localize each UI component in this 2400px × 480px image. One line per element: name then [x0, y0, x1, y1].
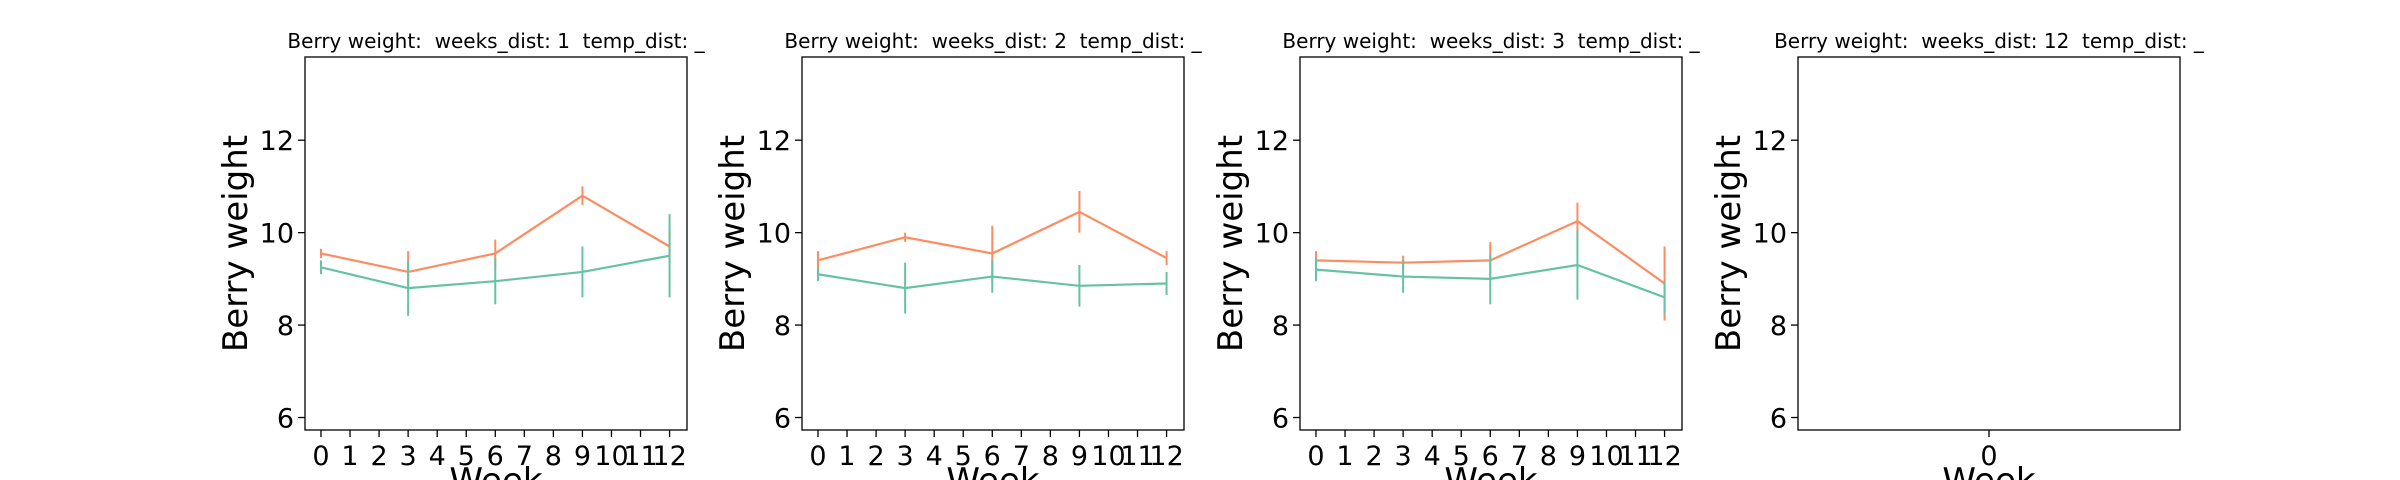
x-tick-label: 1: [1336, 441, 1353, 472]
x-tick-label: 2: [1365, 441, 1382, 472]
x-tick-label: 10: [1589, 441, 1623, 472]
x-tick-label: 11: [1618, 441, 1652, 472]
y-axis-label: Berry weight: [1709, 135, 1749, 352]
x-tick-label: 2: [370, 441, 387, 472]
y-tick-label: 6: [1770, 404, 1787, 435]
x-tick-label: 0: [1307, 441, 1324, 472]
x-tick-label: 5: [955, 441, 972, 472]
plot-frame: [1797, 56, 2181, 431]
x-tick-label: 12: [1149, 441, 1183, 472]
x-tick-label: 11: [623, 441, 657, 472]
subplot-title: Berry weight: weeks_dist: 1 temp_dist: _: [287, 29, 705, 53]
y-axis-label: Berry weight: [216, 135, 256, 352]
y-tick-label: 10: [757, 219, 791, 250]
y-axis-label: Berry weight: [713, 135, 753, 352]
y-tick-label: 12: [1255, 126, 1289, 157]
x-tick-label: 2: [867, 441, 884, 472]
x-tick-label: 7: [516, 441, 533, 472]
x-tick-label: 7: [1511, 441, 1528, 472]
y-tick-label: 12: [260, 126, 294, 157]
x-tick-label: 0: [1980, 441, 1997, 472]
y-tick-label: 10: [1753, 219, 1787, 250]
y-axis-label: Berry weight: [1211, 135, 1251, 352]
y-tick-label: 6: [1272, 404, 1289, 435]
x-tick-label: 3: [897, 441, 914, 472]
x-tick-label: 1: [341, 441, 358, 472]
subplot: Berry weight: weeks_dist: 12 temp_dist: …: [1709, 29, 2205, 480]
x-tick-label: 11: [1120, 441, 1154, 472]
y-tick-label: 6: [277, 404, 294, 435]
y-tick-label: 8: [277, 311, 294, 342]
subplot-title: Berry weight: weeks_dist: 2 temp_dist: _: [784, 29, 1202, 53]
subplot: Berry weight: weeks_dist: 3 temp_dist: _…: [1211, 29, 1701, 480]
x-tick-label: 9: [1569, 441, 1586, 472]
y-tick-label: 10: [1255, 219, 1289, 250]
x-tick-label: 0: [809, 441, 826, 472]
y-tick-label: 12: [757, 126, 791, 157]
x-tick-label: 10: [1091, 441, 1125, 472]
x-tick-label: 6: [984, 441, 1001, 472]
x-tick-label: 12: [652, 441, 686, 472]
x-tick-label: 1: [838, 441, 855, 472]
y-tick-label: 8: [1770, 311, 1787, 342]
x-tick-label: 9: [574, 441, 591, 472]
x-tick-label: 7: [1013, 441, 1030, 472]
y-tick-label: 8: [1272, 311, 1289, 342]
x-tick-label: 12: [1647, 441, 1681, 472]
x-tick-label: 6: [487, 441, 504, 472]
y-tick-label: 12: [1753, 126, 1787, 157]
plot-frame: [1299, 56, 1683, 431]
plot-frame: [801, 56, 1185, 431]
x-tick-label: 4: [926, 441, 943, 472]
x-axis-label: Week: [449, 461, 542, 480]
plot-frame: [304, 56, 688, 431]
x-tick-label: 4: [429, 441, 446, 472]
x-tick-label: 3: [1395, 441, 1412, 472]
x-tick-label: 0: [312, 441, 329, 472]
x-tick-label: 8: [1042, 441, 1059, 472]
x-axis-label: Week: [1942, 461, 2035, 480]
x-tick-label: 9: [1071, 441, 1088, 472]
x-axis-label: Week: [946, 461, 1039, 480]
x-tick-label: 8: [1540, 441, 1557, 472]
subplot-title: Berry weight: weeks_dist: 12 temp_dist: …: [1774, 29, 2205, 53]
x-tick-label: 4: [1424, 441, 1441, 472]
x-tick-label: 5: [458, 441, 475, 472]
x-tick-label: 3: [400, 441, 417, 472]
subplot: Berry weight: weeks_dist: 2 temp_dist: _…: [713, 29, 1203, 480]
subplot-title: Berry weight: weeks_dist: 3 temp_dist: _: [1282, 29, 1700, 53]
x-tick-label: 8: [545, 441, 562, 472]
y-tick-label: 6: [774, 404, 791, 435]
x-tick-label: 10: [594, 441, 628, 472]
y-tick-label: 10: [260, 219, 294, 250]
y-tick-label: 8: [774, 311, 791, 342]
subplot: Berry weight: weeks_dist: 1 temp_dist: _…: [216, 29, 706, 480]
x-tick-label: 6: [1482, 441, 1499, 472]
x-axis-label: Week: [1444, 461, 1537, 480]
x-tick-label: 5: [1453, 441, 1470, 472]
